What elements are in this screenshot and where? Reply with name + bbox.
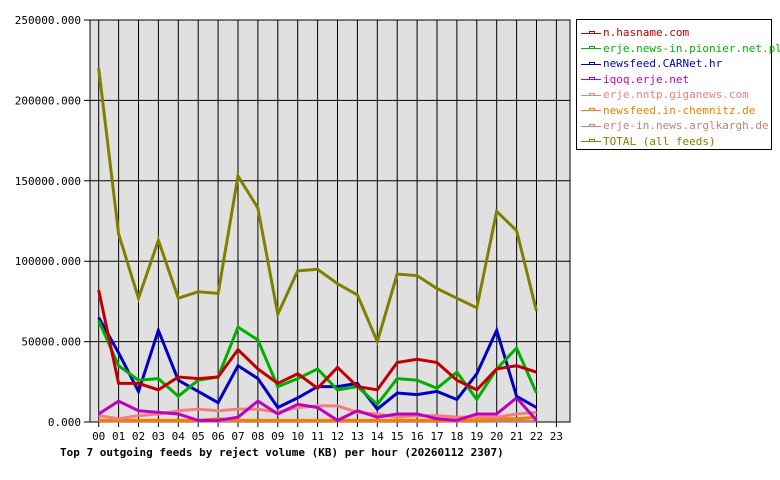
legend-line-icon [581,121,601,131]
legend-label: newsfeed.in-chemnitz.de [603,103,756,117]
x-tick-label: 15 [391,430,404,443]
legend-label: TOTAL (all feeds) [603,134,716,148]
series-line [97,289,537,392]
series-line [97,68,538,347]
legend-item: TOTAL (all feeds) [577,134,771,150]
legend-label: erje.nntp.giganews.com [603,88,749,102]
x-tick-label: 11 [311,430,324,443]
legend-item: erje-in.news.arglkargh.de [577,118,771,134]
x-tick-label: 19 [470,430,483,443]
legend-line-icon [581,136,601,146]
legend-line-icon [581,43,601,53]
x-tick-label: 10 [291,430,304,443]
legend-label: newsfeed.CARNet.hr [603,57,723,71]
x-tick-label: 17 [430,430,443,443]
y-axis-ticks: 0.000 50000.000 100000.000 150000.000 200000… [15,14,81,429]
y-tick-label: 100000.000 [15,255,81,268]
y-tick-label: 150000.000 [15,175,81,188]
chart-title: Top 7 outgoing feeds by reject volume (K… [60,446,504,459]
x-tick-label: 22 [530,430,543,443]
legend-line-icon [581,59,601,69]
y-tick-label: 50000.000 [21,336,81,349]
x-tick-label: 05 [192,430,205,443]
legend-item: iqoq.erje.net [577,72,771,88]
x-tick-label: 16 [410,430,423,443]
x-tick-label: 08 [251,430,264,443]
x-tick-label: 12 [331,430,344,443]
series-line [97,320,538,407]
legend-item: newsfeed.CARNet.hr [577,56,771,72]
series-lines [97,68,538,423]
x-tick-label: 09 [271,430,284,443]
plot-area [89,19,571,423]
legend: n.hasname.com erje.news-in.pionier.net.pl… [576,19,780,150]
y-tick-label: 250000.000 [15,14,81,27]
legend-item: n.hasname.com [577,25,771,41]
legend-label: n.hasname.com [603,26,690,40]
x-tick-label: 21 [510,430,523,443]
y-tick-label: 200000.000 [15,94,81,107]
x-tick-label: 14 [371,430,385,443]
legend-line-icon [581,74,601,84]
x-tick-label: 02 [132,430,145,443]
y-tick-label: 0.000 [48,416,81,429]
x-tick-label: 23 [550,430,563,443]
series-line [97,395,538,423]
legend-item: erje.nntp.giganews.com [577,87,771,103]
x-tick-label: 01 [112,430,125,443]
x-tick-label: 03 [152,430,165,443]
legend-label: erje-in.news.arglkargh.de [603,119,769,133]
legend-item: newsfeed.in-chemnitz.de [577,103,771,119]
x-tick-label: 20 [490,430,503,443]
legend-item: erje.news-in.pionier.net.pl [577,41,780,57]
series-line [98,415,537,422]
legend-label: iqoq.erje.net [603,72,690,86]
legend-line-icon [581,105,601,115]
x-tick-label: 06 [211,430,224,443]
x-tick-label: 18 [450,430,463,443]
x-tick-label: 00 [92,430,105,443]
legend-line-icon [581,28,601,38]
x-tick-label: 04 [172,430,186,443]
x-axis-ticks: 00 01 02 03 04 05 06 07 08 09 10 11 12 13 14 15 16 17 18 19… [92,422,563,443]
legend-label: erje.news-in.pionier.net.pl [603,41,780,55]
x-tick-label: 13 [351,430,364,443]
x-tick-label: 07 [231,430,244,443]
legend-line-icon [581,90,601,100]
